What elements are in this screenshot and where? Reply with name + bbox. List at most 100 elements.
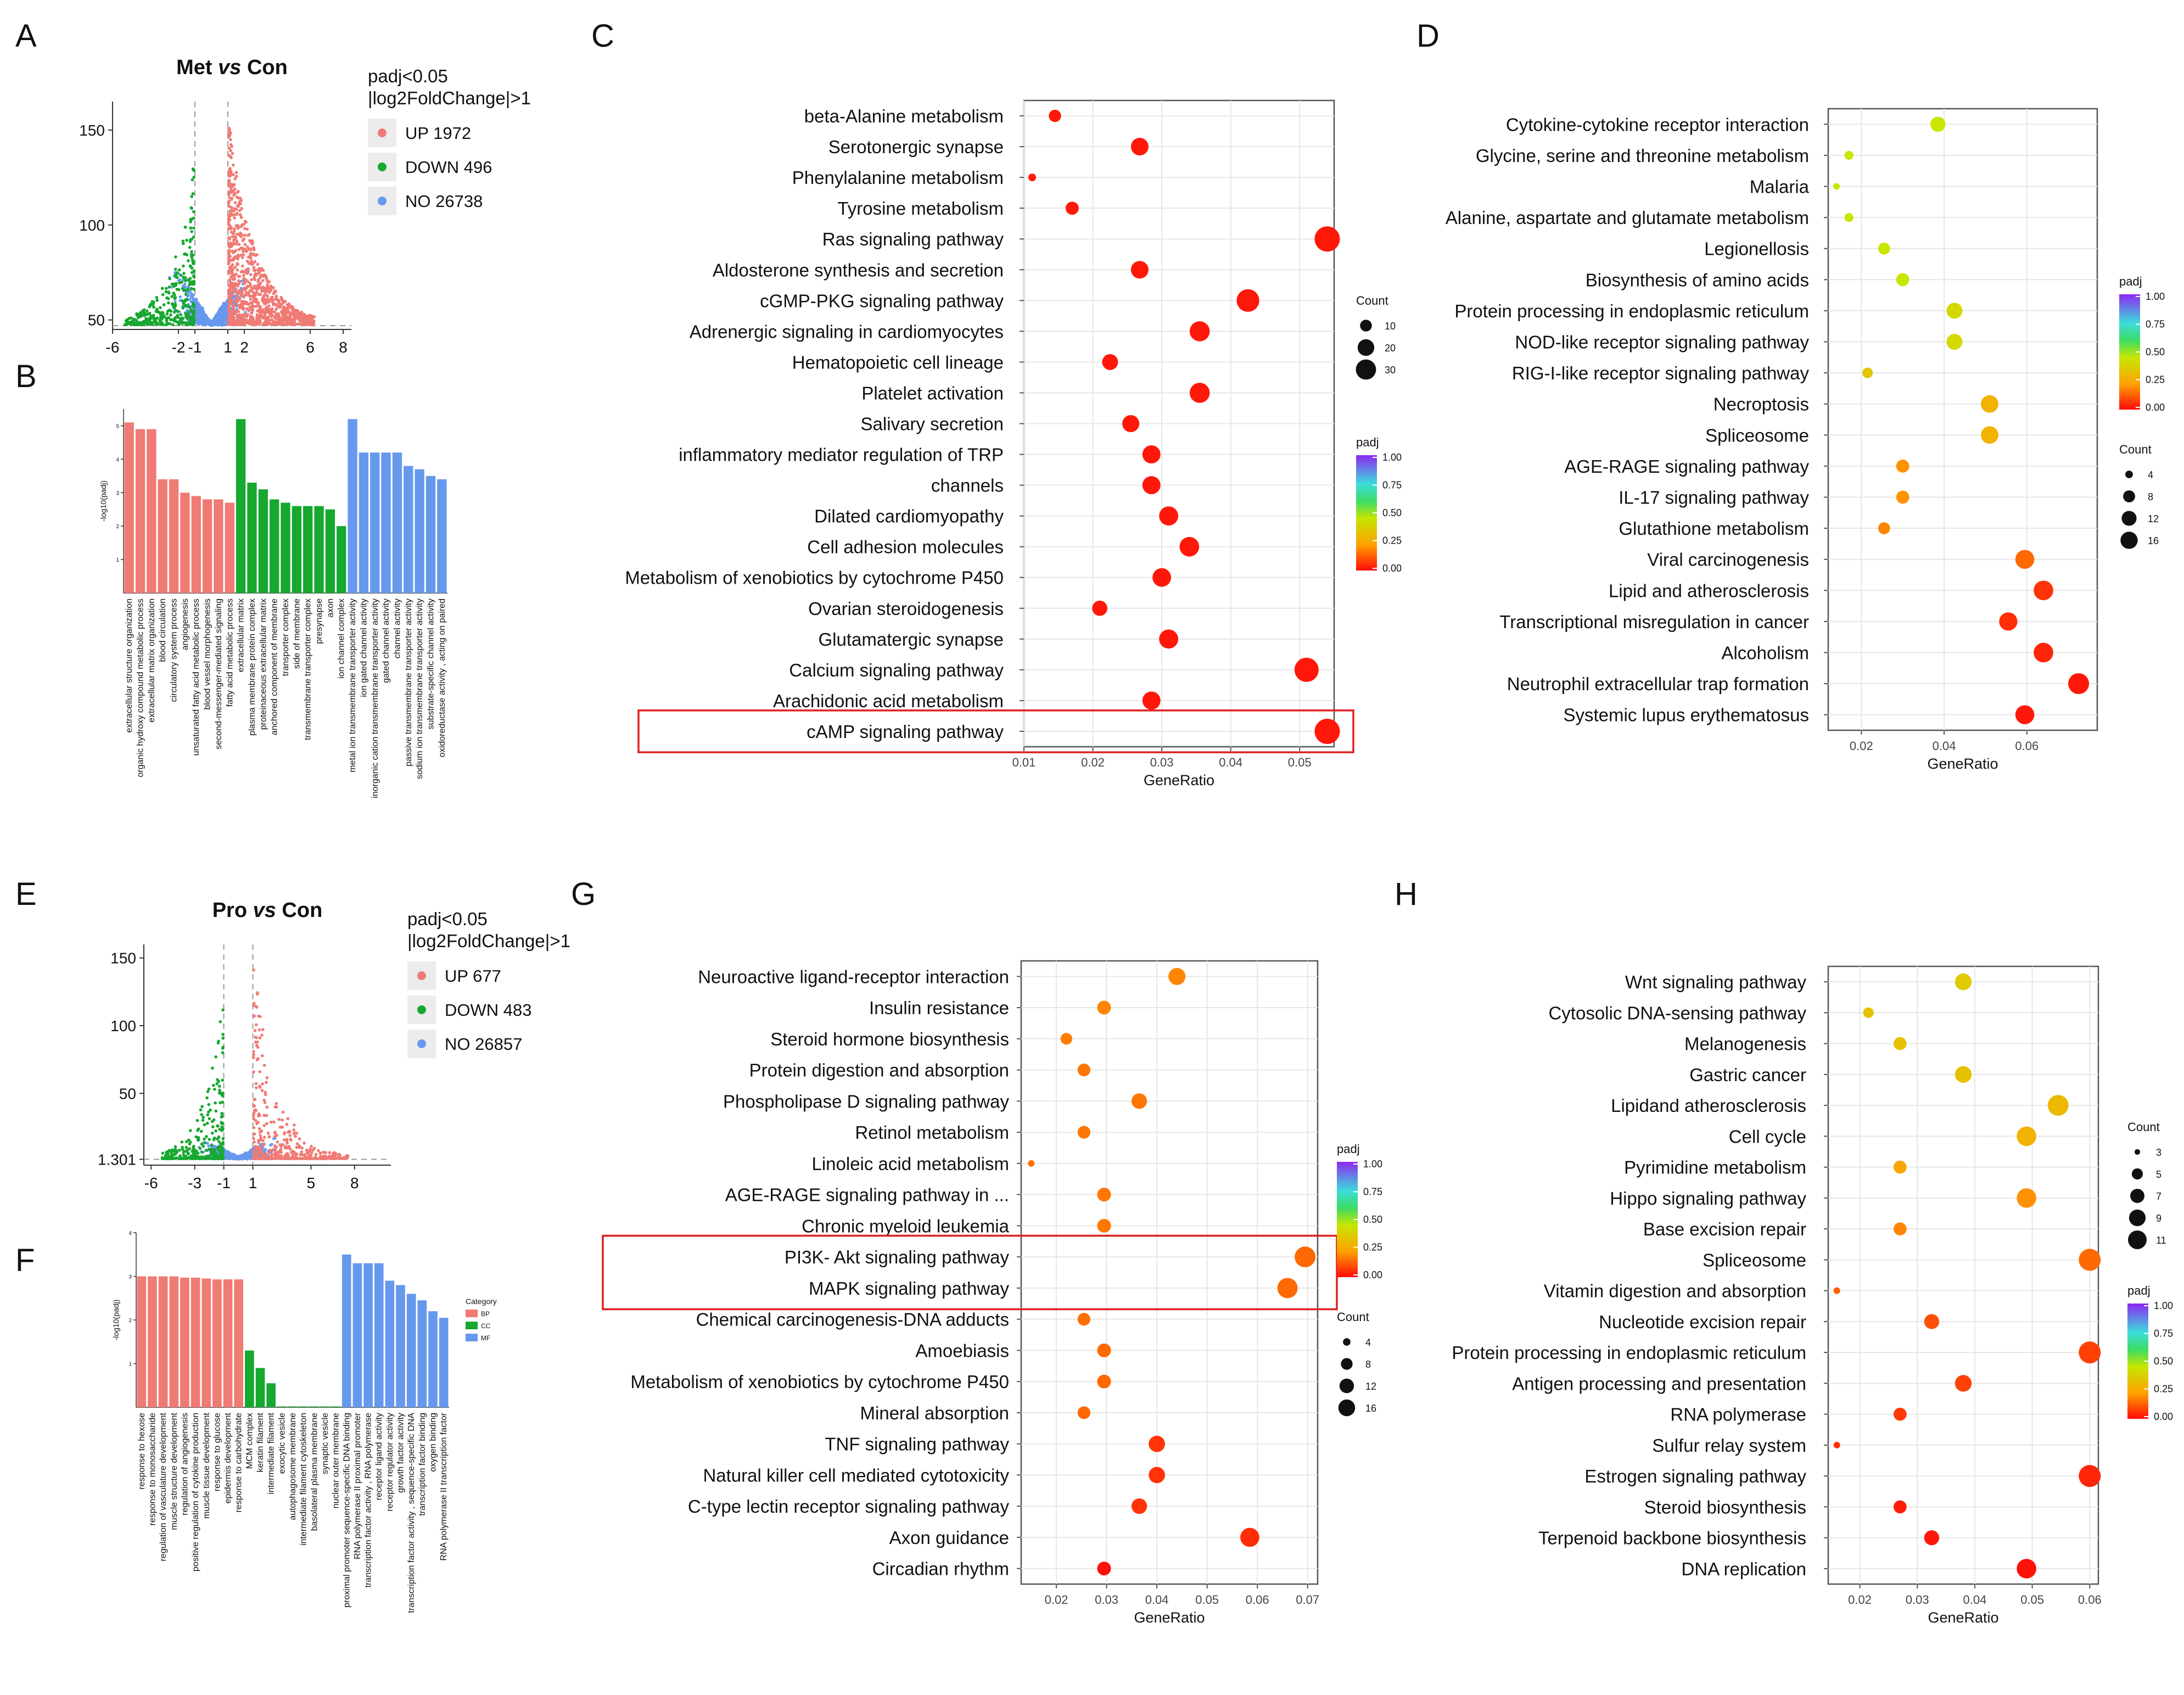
point-no <box>199 322 202 325</box>
point-up <box>254 272 257 276</box>
point-no <box>214 317 217 320</box>
point-up <box>262 1143 266 1146</box>
pathway-label: RIG-I-like receptor signaling pathway <box>1512 363 1810 383</box>
point-up <box>237 204 240 208</box>
pathway-label: Wnt signaling pathway <box>1625 972 1807 992</box>
point-down <box>208 1138 211 1141</box>
count-legend-label: 9 <box>2156 1213 2161 1224</box>
point-up <box>233 216 236 220</box>
point-down <box>188 1142 192 1146</box>
point-down <box>214 1129 217 1133</box>
point-up <box>254 1082 258 1086</box>
point-up <box>270 1120 273 1124</box>
point-up <box>257 1127 261 1131</box>
bar <box>266 1383 276 1407</box>
point-down <box>207 1154 210 1158</box>
point-down <box>128 321 132 325</box>
y-tick-label: 150 <box>79 122 105 139</box>
point-down <box>189 220 192 223</box>
point-up <box>262 1064 266 1067</box>
point-down <box>188 240 192 243</box>
point-up <box>227 318 231 322</box>
point-up <box>250 242 254 246</box>
point-no <box>214 318 217 322</box>
x-tick-label: 0.02 <box>1045 1593 1068 1607</box>
y-tick-label: 1 <box>116 557 119 563</box>
point-down <box>172 310 176 314</box>
point-up <box>257 322 261 326</box>
point-up <box>279 295 283 299</box>
point-up <box>256 309 259 312</box>
point-down <box>178 281 182 285</box>
point-up <box>236 191 239 194</box>
point-down <box>143 319 147 323</box>
point-no <box>231 1153 234 1156</box>
point-up <box>255 313 259 316</box>
dot <box>2079 1249 2101 1271</box>
padj-legend-label: 0.50 <box>2154 1356 2173 1367</box>
point-down <box>173 267 177 271</box>
point-no <box>223 305 226 308</box>
dot <box>1955 1375 1972 1392</box>
point-down <box>203 1123 206 1127</box>
point-down <box>192 226 195 230</box>
bar-category-label: intermediate filament <box>267 1412 276 1494</box>
point-up <box>227 242 231 245</box>
point-up <box>228 278 232 282</box>
point-up <box>272 1120 276 1124</box>
point-up <box>228 255 232 258</box>
point-up <box>238 297 242 300</box>
point-down <box>181 287 184 290</box>
point-down <box>179 273 183 277</box>
point-up <box>227 218 231 221</box>
dot <box>1896 459 1909 473</box>
dot <box>1189 321 1210 342</box>
point-down <box>203 1141 206 1144</box>
bar <box>292 506 302 593</box>
point-down <box>185 253 189 256</box>
point-no <box>173 271 177 274</box>
dot <box>1878 522 1890 534</box>
dot <box>2079 1465 2101 1487</box>
point-up <box>260 1033 264 1037</box>
pathway-label: Necroptosis <box>1713 394 1809 415</box>
point-up <box>312 320 316 323</box>
point-down <box>189 308 193 312</box>
point-up <box>261 268 265 272</box>
legend-key-no <box>417 1039 426 1048</box>
count-legend-label: 11 <box>2156 1235 2166 1246</box>
point-up <box>229 313 233 317</box>
bar-category-label: response to glucose <box>212 1413 222 1491</box>
point-down <box>167 301 170 305</box>
dot <box>1893 1500 1907 1514</box>
point-up <box>315 1157 318 1160</box>
point-down <box>173 274 177 278</box>
point-down <box>203 1137 206 1141</box>
point-down <box>150 322 154 326</box>
point-up <box>242 253 245 256</box>
bar <box>234 1279 244 1407</box>
point-up <box>255 1122 259 1126</box>
count-legend-label: 10 <box>1385 321 1396 332</box>
point-down <box>221 1100 225 1104</box>
point-up <box>227 227 231 231</box>
point-down <box>149 316 153 320</box>
point-down <box>200 1105 204 1109</box>
point-up <box>266 283 269 287</box>
point-up <box>294 316 298 320</box>
bar <box>148 1276 157 1407</box>
point-up <box>288 1156 292 1160</box>
point-up <box>263 273 266 277</box>
point-up <box>273 1131 277 1134</box>
point-up <box>253 253 256 257</box>
point-down <box>220 1115 224 1118</box>
point-up <box>252 1056 255 1060</box>
padj-legend-label: 0.50 <box>1363 1214 1382 1225</box>
pathway-label: Estrogen signaling pathway <box>1584 1466 1806 1486</box>
point-up <box>228 237 232 241</box>
point-up <box>249 298 253 301</box>
count-legend-dot <box>1356 359 1376 380</box>
point-no <box>189 295 193 298</box>
point-down <box>173 303 177 306</box>
point-down <box>182 242 185 245</box>
